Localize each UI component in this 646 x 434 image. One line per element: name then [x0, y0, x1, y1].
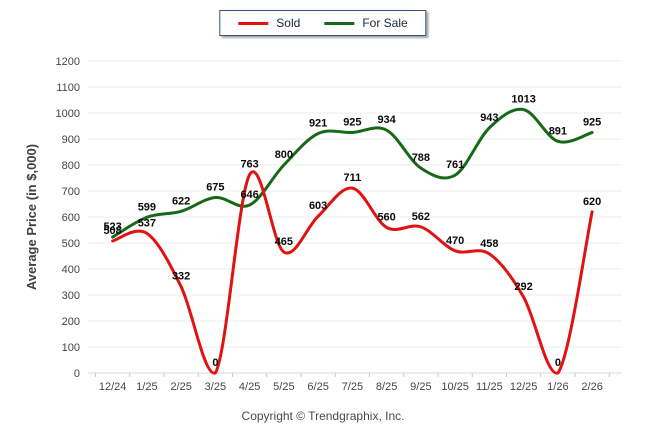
y-axis-tick-label: 300	[62, 290, 80, 302]
data-label: 788	[412, 152, 430, 164]
data-label: 603	[309, 200, 327, 212]
data-label: 599	[138, 201, 156, 213]
data-label: 925	[583, 117, 601, 129]
data-label: 465	[275, 236, 293, 248]
data-label: 0	[555, 357, 561, 369]
x-axis-tick-label: 5/25	[273, 381, 294, 393]
legend-item-for-sale: For Sale	[324, 16, 408, 30]
data-label: 458	[480, 238, 498, 250]
y-axis-tick-label: 400	[62, 264, 80, 276]
sold-line-swatch	[238, 21, 269, 25]
x-axis-tick-label: 1/26	[547, 381, 568, 393]
for-sale-line-swatch	[324, 21, 355, 25]
y-axis-tick-label: 600	[62, 212, 80, 224]
data-label: 763	[240, 159, 258, 171]
x-axis-tick-label: 8/25	[376, 381, 397, 393]
data-label: 925	[343, 117, 361, 129]
data-label: 891	[549, 125, 567, 137]
data-label: 934	[377, 114, 396, 126]
data-label: 1013	[511, 94, 535, 106]
x-axis-tick-label: 1/25	[136, 381, 157, 393]
copyright-text: Copyright © Trendgraphix, Inc.	[241, 409, 405, 423]
y-axis-title: Average Price (in $,000)	[24, 144, 39, 290]
data-label: 921	[309, 118, 327, 130]
legend-label-sold: Sold	[276, 16, 301, 30]
data-label: 620	[583, 196, 601, 208]
y-axis-tick-label: 900	[62, 134, 80, 146]
x-axis-tick-label: 4/25	[239, 381, 260, 393]
legend-label-for-sale: For Sale	[362, 16, 408, 30]
data-label: 508	[103, 225, 121, 237]
x-axis-tick-label: 9/25	[410, 381, 431, 393]
x-axis-tick-label: 12/25	[510, 381, 538, 393]
x-axis-tick-label: 7/25	[342, 381, 363, 393]
y-axis-tick-label: 500	[62, 238, 80, 250]
data-label: 537	[138, 217, 156, 229]
y-axis-tick-label: 0	[74, 368, 80, 380]
y-axis-tick-label: 800	[62, 160, 80, 172]
data-label: 622	[172, 195, 190, 207]
data-label: 761	[446, 159, 464, 171]
series-line-for-sale	[111, 107, 594, 239]
y-axis-tick-label: 700	[62, 186, 80, 198]
x-axis-tick-label: 6/25	[307, 381, 328, 393]
data-label: 646	[240, 189, 258, 201]
y-axis-tick-label: 1100	[56, 82, 80, 94]
legend: Sold For Sale	[219, 10, 427, 36]
data-label: 675	[206, 182, 224, 194]
x-axis-tick-label: 3/25	[205, 381, 226, 393]
data-label: 332	[172, 271, 190, 283]
data-label: 800	[275, 149, 293, 161]
x-axis-tick-label: 10/25	[441, 381, 469, 393]
y-axis-tick-label: 200	[62, 316, 80, 328]
x-axis-tick-label: 11/25	[476, 381, 503, 393]
data-label: 562	[412, 211, 430, 223]
y-axis-tick-label: 1000	[56, 108, 80, 120]
x-axis-tick-label: 2/25	[170, 381, 191, 393]
x-axis-tick-label: 2/26	[581, 381, 602, 393]
data-label: 0	[212, 357, 218, 369]
data-label: 943	[480, 112, 498, 124]
data-label: 470	[446, 235, 464, 247]
data-label: 292	[514, 281, 532, 293]
data-label: 711	[344, 172, 362, 184]
x-axis-tick-label: 12/24	[99, 381, 127, 393]
y-axis-tick-label: 100	[62, 342, 80, 354]
data-label: 560	[377, 211, 395, 223]
data-label: 523	[103, 221, 121, 233]
legend-item-sold: Sold	[238, 16, 300, 30]
series-line-sold	[111, 170, 594, 375]
y-axis-tick-label: 1200	[56, 56, 80, 68]
